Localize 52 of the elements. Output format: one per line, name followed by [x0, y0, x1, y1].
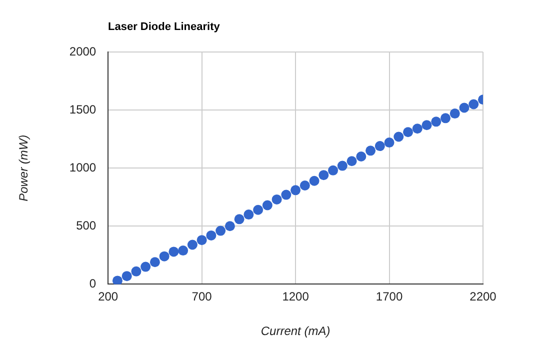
y-tick-label: 500: [76, 218, 96, 232]
x-tick-label: 700: [192, 290, 212, 304]
point: [168, 246, 179, 257]
point: [459, 102, 470, 113]
point: [431, 116, 442, 127]
point: [450, 108, 460, 119]
point: [412, 124, 422, 134]
chart-title: Laser Diode Linearity: [108, 21, 220, 33]
point: [440, 113, 451, 124]
x-tick-label: 200: [98, 290, 118, 304]
y-tick-label: 0: [89, 276, 96, 291]
point: [346, 156, 357, 166]
point: [384, 138, 394, 148]
point: [196, 235, 207, 246]
y-axis-title: Power (mW): [16, 134, 31, 202]
point: [394, 132, 404, 142]
y-tick-label: 2000: [69, 44, 96, 58]
x-axis-title: Current (mA): [260, 324, 330, 338]
point: [234, 214, 244, 224]
point: [374, 141, 385, 152]
point: [468, 99, 479, 110]
point: [159, 251, 170, 262]
point: [262, 200, 272, 210]
point: [281, 190, 292, 200]
point: [253, 204, 264, 215]
point: [337, 160, 348, 171]
point: [300, 180, 310, 191]
y-tick-label: 1000: [69, 160, 96, 174]
point: [272, 194, 282, 204]
point: [131, 266, 142, 276]
point: [290, 185, 301, 196]
x-tick-label: 1700: [376, 290, 403, 304]
point: [178, 246, 188, 256]
point: [318, 170, 329, 180]
point: [403, 127, 414, 138]
y-tick-label: 1500: [69, 102, 96, 116]
point: [224, 221, 235, 232]
point: [140, 262, 151, 272]
point: [216, 226, 226, 236]
point: [112, 276, 122, 284]
point: [328, 165, 338, 176]
point: [150, 257, 160, 268]
point: [356, 151, 366, 162]
x-tick-label: 1200: [282, 290, 310, 304]
point: [422, 120, 432, 130]
point: [187, 240, 198, 250]
x-tick-label: 2200: [470, 290, 497, 304]
point: [244, 210, 254, 220]
point: [122, 271, 132, 282]
point: [366, 146, 376, 156]
point: [206, 230, 216, 240]
point: [309, 176, 320, 186]
